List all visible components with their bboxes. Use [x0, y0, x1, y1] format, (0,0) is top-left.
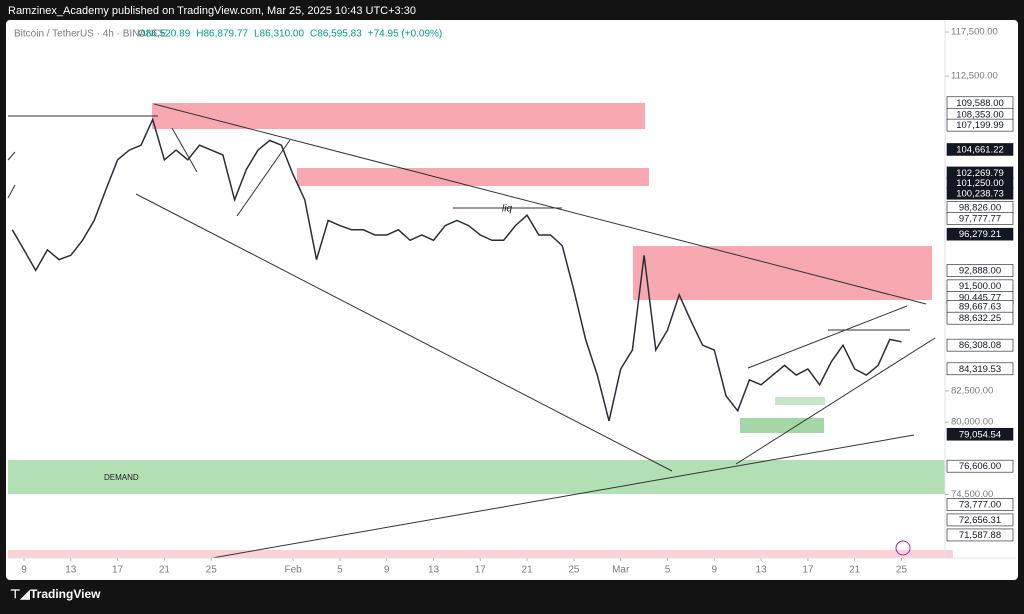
legend-value: H86,879.77 — [196, 29, 248, 40]
supply-zone — [633, 246, 932, 300]
price-label: 108,353.00 — [956, 109, 1004, 120]
price-label: 71,587.88 — [959, 530, 1001, 541]
price-label: 79,054.54 — [959, 429, 1001, 440]
x-tick-label: Mar — [612, 565, 630, 576]
liq-label: liq — [502, 204, 512, 215]
trendline — [135, 193, 673, 472]
demand-zone — [8, 460, 945, 494]
price-label: 98,826.00 — [959, 203, 1001, 214]
price-label-box — [946, 186, 1014, 200]
y-tick-label: 74,500.00 — [951, 489, 993, 500]
price-label-box — [946, 227, 1014, 241]
trendline — [735, 337, 936, 465]
price-label: 90,445.77 — [959, 293, 1001, 304]
x-tick-label: 21 — [522, 565, 534, 576]
alert-icon[interactable] — [895, 540, 911, 556]
price-label: 96,279.21 — [959, 229, 1001, 240]
legend: Bitcoin / TetherUS · 4h · BINANCE O86,52… — [14, 29, 442, 40]
trendline — [211, 434, 915, 559]
x-tick-label: 21 — [159, 565, 171, 576]
drawings — [7, 103, 936, 559]
trendline — [7, 151, 16, 161]
legend-value: C86,595.83 — [310, 29, 362, 40]
demand-zone — [775, 397, 825, 405]
demand-zone — [740, 418, 824, 433]
trendline — [747, 305, 908, 369]
price-label-box — [946, 459, 1014, 473]
price-label-box — [946, 528, 1014, 542]
price-label: 73,777.00 — [959, 499, 1001, 510]
price-label-box — [946, 143, 1014, 156]
x-tick-label: 5 — [665, 565, 671, 576]
x-tick-label: 5 — [337, 565, 343, 576]
price-label: 86,308.08 — [959, 340, 1001, 351]
price-label-box — [946, 427, 1014, 441]
x-tick-label: 25 — [206, 565, 218, 576]
x-tick-label: 17 — [475, 565, 487, 576]
price-label-box — [946, 498, 1014, 511]
x-tick-label: 9 — [21, 565, 27, 576]
price-label: 91,500.00 — [959, 281, 1001, 292]
trendline — [171, 127, 198, 173]
x-tick-label: 13 — [756, 565, 768, 576]
price-label: 97,777.77 — [959, 214, 1001, 225]
legend-value: +74.95 (+0.09%) — [368, 29, 443, 40]
price-label-box — [946, 513, 1014, 527]
x-tick-label: Feb — [284, 565, 302, 576]
price-label-box — [946, 118, 1014, 132]
price-label: 109,588.00 — [956, 98, 1004, 109]
x-tick-label: 25 — [896, 565, 908, 576]
price-label: 101,250.00 — [956, 178, 1004, 189]
price-label-box — [946, 311, 1014, 325]
x-tick-label: 21 — [849, 565, 861, 576]
price-label: 102,269.79 — [956, 168, 1004, 179]
trendline — [7, 184, 16, 199]
legend-value: L86,310.00 — [254, 29, 304, 40]
price-label: 107,199.99 — [956, 120, 1004, 131]
brand: TradingView — [30, 587, 101, 601]
author-line: Ramzinex_Academy published on TradingVie… — [8, 5, 416, 17]
x-tick-label: 9 — [384, 565, 390, 576]
x-tick-label: 13 — [65, 565, 77, 576]
price-label: 84,319.53 — [959, 364, 1001, 375]
price-label: 72,656.31 — [959, 515, 1001, 526]
y-tick-label: 82,500.00 — [951, 385, 993, 396]
demand-label: DEMAND — [104, 473, 139, 482]
price-label: 100,238.73 — [956, 188, 1004, 199]
y-tick-label: 117,500.00 — [951, 27, 998, 38]
chart-panel — [6, 20, 1018, 580]
trendline — [236, 139, 291, 217]
price-line — [11, 117, 902, 422]
price-label-box — [946, 338, 1014, 352]
supply-zone — [152, 103, 645, 129]
price-label: 104,661.22 — [956, 144, 1004, 155]
price-label: 89,667.63 — [959, 301, 1001, 312]
brand-logo: ⊤◢ — [10, 587, 30, 601]
zone-bottom — [8, 550, 953, 558]
price-label: 76,606.00 — [959, 461, 1001, 472]
x-tick-label: 17 — [112, 565, 124, 576]
trendline — [153, 103, 927, 305]
supply-zone — [297, 168, 649, 186]
x-tick-label: 17 — [802, 565, 814, 576]
x-tick-label: 9 — [712, 565, 718, 576]
price-label-box — [946, 362, 1014, 376]
x-tick-label: 25 — [568, 565, 580, 576]
symbol: Bitcoin / TetherUS · 4h · BINANCE — [14, 29, 168, 40]
x-tick-label: 13 — [428, 565, 440, 576]
price-label: 88,632.25 — [959, 313, 1001, 324]
y-tick-label: 112,500.00 — [951, 71, 998, 82]
price-label: 92,888.00 — [959, 266, 1001, 277]
price-label-box — [946, 212, 1014, 225]
y-tick-label: 80,000.00 — [951, 417, 993, 428]
price-label-box — [946, 264, 1014, 277]
legend-value: O86,520.89 — [138, 29, 191, 40]
